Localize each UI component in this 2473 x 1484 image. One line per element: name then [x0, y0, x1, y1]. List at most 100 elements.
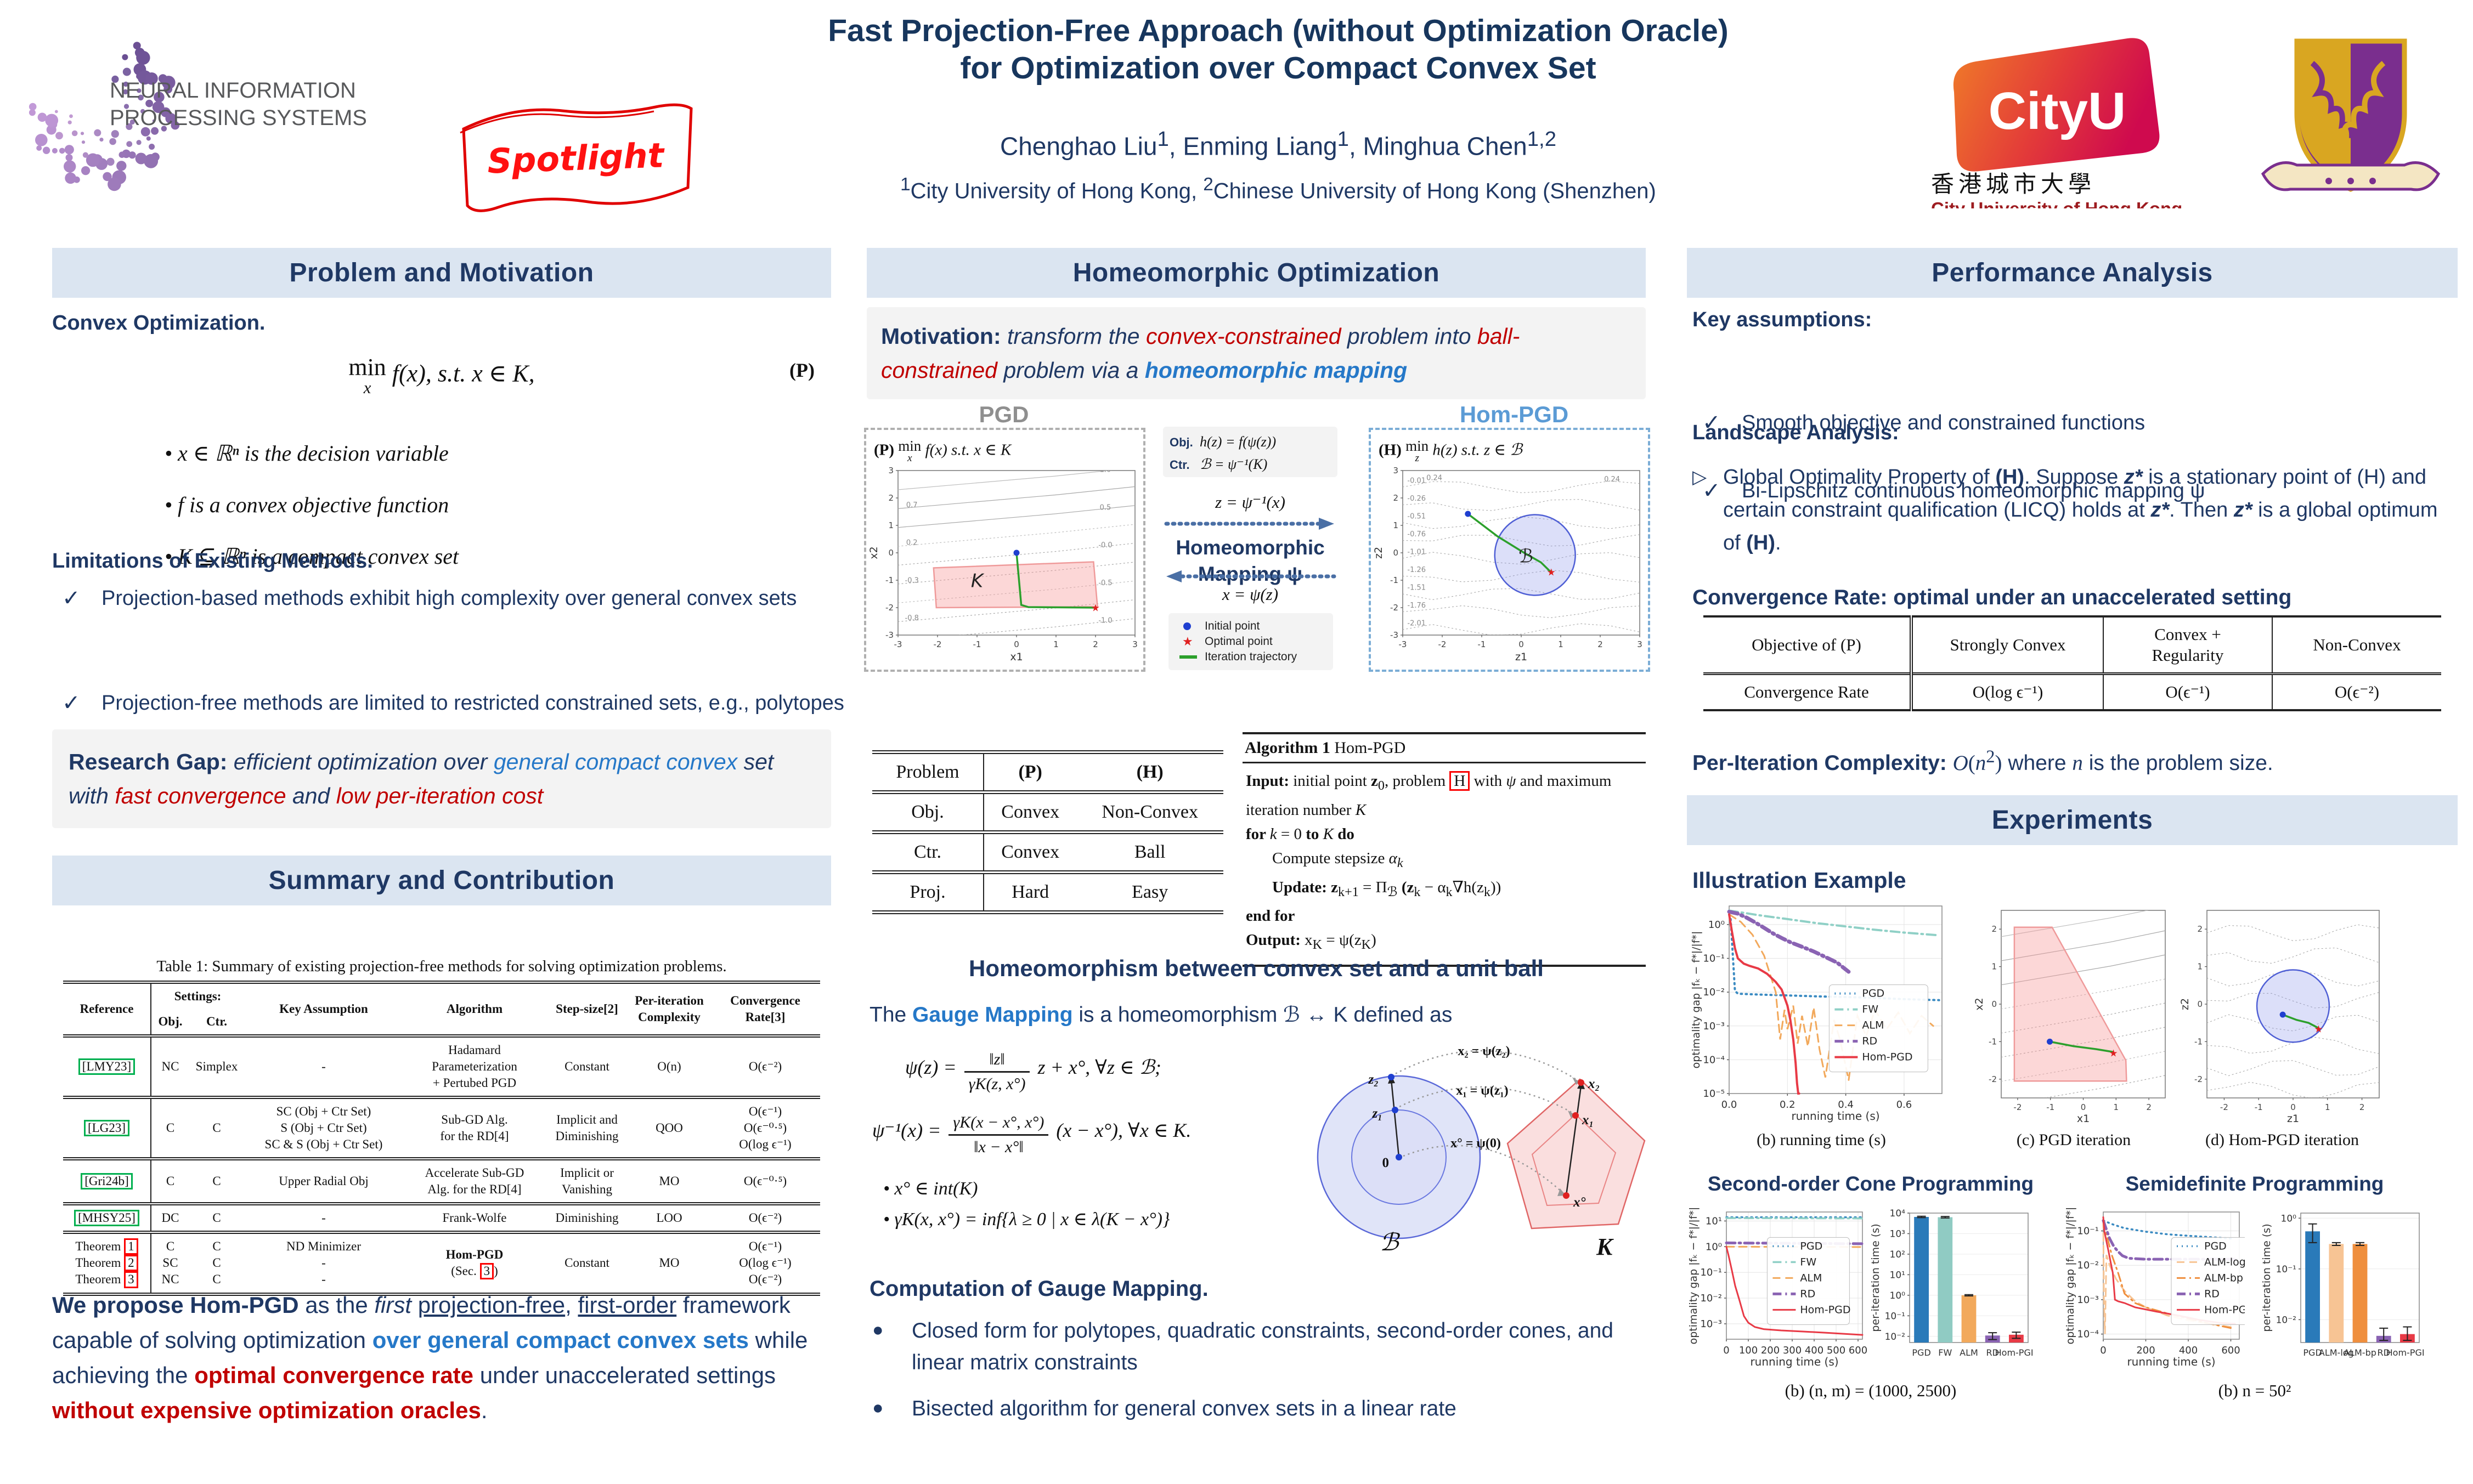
svg-text:10³: 10³ [1890, 1228, 1905, 1239]
svg-text:0.4: 0.4 [1838, 1099, 1854, 1111]
spotlight-flag: Spotlight [460, 103, 693, 212]
svg-text:PGD: PGD [2303, 1347, 2322, 1358]
svg-text:x°: x° [1573, 1195, 1586, 1210]
svg-text:optimality gap |fₖ − f*|/|f*|: optimality gap |fₖ − f*|/|f*| [1690, 931, 1702, 1069]
landscape-item: ▷ Global Optimality Property of (H). Sup… [1692, 466, 2438, 554]
svg-text:x1: x1 [1010, 651, 1023, 663]
svg-text:-3: -3 [894, 639, 902, 649]
caption-sdp: (b) n = 50² [2218, 1381, 2291, 1400]
svg-text:x2: x2 [869, 546, 880, 559]
svg-text:0.24: 0.24 [1604, 475, 1620, 484]
svg-text:10⁴: 10⁴ [1890, 1208, 1906, 1219]
spotlight-label: Spotlight [487, 135, 666, 181]
svg-text:10⁻³: 10⁻³ [1703, 1021, 1725, 1032]
affiliations: 1City University of Hong Kong, 2Chinese … [900, 174, 1656, 203]
svg-text:running time (s): running time (s) [2127, 1355, 2215, 1368]
svg-text:2: 2 [888, 493, 894, 503]
svg-text:400: 400 [1805, 1345, 1823, 1356]
svg-text:ALM: ALM [1960, 1347, 1978, 1358]
svg-text:-1: -1 [1989, 1036, 1997, 1046]
svg-text:RD: RD [1862, 1035, 1877, 1047]
pgd-label: PGD [979, 401, 1029, 427]
svg-text:optimality gap |fₖ − f*|/|f*|: optimality gap |fₖ − f*|/|f*| [2064, 1207, 2076, 1345]
caption-socp: (b) (n, m) = (1000, 2500) [1785, 1381, 1957, 1400]
svg-text:x2: x2 [1975, 998, 1985, 1010]
svg-text:2: 2 [2359, 1102, 2365, 1112]
svg-text:0.24: 0.24 [1426, 474, 1442, 482]
neurips-logo-text: NEURAL INFORMATION PROCESSING SYSTEMS [110, 78, 367, 130]
socp-label: Second-order Cone Programming [1707, 1173, 2034, 1195]
svg-text:10⁻⁴: 10⁻⁴ [1703, 1054, 1725, 1066]
pgd-panel: (P) min x f(x) s.t. x ∈ K -3 -3 -2 -2 -1 -1 0 0 1… [864, 428, 1145, 672]
chart-sdp-gap: 10⁻¹ 10⁻² 10⁻³ 10⁻⁴ 0 200 400 600 running time (… [2064, 1205, 2273, 1373]
svg-text:10⁻²: 10⁻² [2077, 1260, 2099, 1271]
svg-text:-2: -2 [885, 603, 894, 613]
svg-text:200: 200 [1761, 1345, 1780, 1356]
limitation-item: Projection-based methods exhibit high co… [52, 582, 869, 614]
convex-optimization-label: Convex Optimization. [52, 311, 266, 335]
transform-box: Obj. h(z) = f(ψ(z)) Ctr. ℬ = ψ⁻¹(K) [1163, 427, 1337, 477]
svg-text:PGD: PGD [1800, 1240, 1822, 1252]
svg-text:10⁰: 10⁰ [1708, 919, 1725, 931]
svg-text:0: 0 [1518, 639, 1524, 649]
problem-bullets: • x ∈ ℝⁿ is the decision variable • f is… [165, 441, 459, 569]
svg-text:0: 0 [1393, 548, 1398, 558]
svg-text:running time (s): running time (s) [1750, 1355, 1838, 1368]
gauge-bullets: • x° ∈ int(K) • γK(x, x°) = inf{λ ≥ 0 | … [883, 1179, 1170, 1230]
svg-text:z2: z2 [1374, 547, 1385, 559]
section-problem-motivation: Problem and Motivation [52, 248, 831, 298]
svg-text:★: ★ [1091, 602, 1100, 614]
svg-text:-1.26: -1.26 [1407, 566, 1426, 574]
svg-text:PGD: PGD [2204, 1240, 2227, 1252]
svg-text:10⁻¹: 10⁻¹ [1885, 1311, 1905, 1322]
svg-text:0.0: 0.0 [1721, 1099, 1737, 1111]
svg-text:2: 2 [2197, 924, 2203, 934]
hom-pgd-label: Hom-PGD [1459, 401, 1569, 427]
chart-running-time: 10⁰ 10⁻¹ 10⁻² 10⁻³ 10⁻⁴ 10⁻⁵ 0.0 0.2 0.4 0.6 runni… [1690, 899, 1947, 1127]
svg-text:0: 0 [2290, 1102, 2296, 1112]
svg-text:2: 2 [1991, 924, 1997, 934]
svg-text:0: 0 [2081, 1102, 2086, 1112]
arrow-right-icon [1164, 518, 1334, 530]
svg-text:-3: -3 [1390, 630, 1398, 640]
cityu-english-name: City University of Hong Kong [1931, 199, 2182, 208]
svg-text:-1: -1 [1478, 639, 1486, 649]
svg-text:x° = ψ(0): x° = ψ(0) [1450, 1136, 1501, 1151]
section-summary-contribution: Summary and Contribution [52, 856, 831, 905]
trajectory-legend: Initial point ★ Optimal point Iteration tra… [1168, 613, 1333, 670]
svg-text:running time (s): running time (s) [1791, 1109, 1879, 1123]
svg-text:★: ★ [1182, 636, 1193, 648]
svg-text:-2: -2 [1989, 1074, 1997, 1084]
svg-text:0: 0 [1014, 639, 1019, 649]
svg-text:10⁻⁵: 10⁻⁵ [1703, 1088, 1725, 1100]
svg-text:1: 1 [1991, 962, 1997, 972]
svg-text:10⁻⁴: 10⁻⁴ [2077, 1329, 2099, 1340]
svg-text:10¹: 10¹ [1706, 1215, 1722, 1227]
svg-text:★: ★ [1547, 567, 1556, 578]
svg-text:Hom-PGD: Hom-PGD [2386, 1347, 2424, 1358]
svg-text:-0.5: -0.5 [1098, 579, 1112, 587]
svg-text:2: 2 [2146, 1102, 2152, 1112]
per-iteration-complexity: Per-Iteration Complexity: O(n2) where n … [1692, 747, 2273, 775]
svg-text:ALM-bp: ALM-bp [2204, 1272, 2243, 1284]
arrow-left-icon [1166, 570, 1336, 582]
svg-text:-0.26: -0.26 [1407, 495, 1426, 503]
svg-text:2: 2 [1093, 639, 1098, 649]
svg-text:-1.51: -1.51 [1407, 584, 1426, 592]
svg-text:1.0: 1.0 [1100, 466, 1111, 474]
algorithm-box: Algorithm 1 Hom-PGD Input: initial point… [1243, 732, 1646, 967]
svg-text:-2: -2 [1390, 603, 1398, 613]
svg-text:1: 1 [1393, 520, 1398, 530]
svg-text:x₂: x₂ [1588, 1077, 1600, 1091]
hom-pgd-panel: (H) min z h(z) s.t. z ∈ ℬ -3 -3 -2 -2 -1 -1 0 0 1… [1369, 428, 1650, 672]
svg-text:10⁻¹: 10⁻¹ [1700, 1267, 1722, 1278]
svg-text:0.5: 0.5 [1100, 503, 1111, 512]
svg-text:Hom-PGD: Hom-PGD [1862, 1051, 1912, 1063]
svg-text:Hom-PGD: Hom-PGD [2204, 1304, 2245, 1316]
svg-text:0: 0 [2100, 1345, 2106, 1356]
cityu-wordmark: CityU [1989, 82, 2126, 140]
svg-text:3: 3 [1393, 466, 1398, 475]
svg-text:1: 1 [888, 520, 894, 530]
svg-text:optimality gap |fₖ − f*|/|f*|: optimality gap |fₖ − f*|/|f*| [1687, 1207, 1700, 1345]
svg-text:★: ★ [2109, 1047, 2118, 1059]
